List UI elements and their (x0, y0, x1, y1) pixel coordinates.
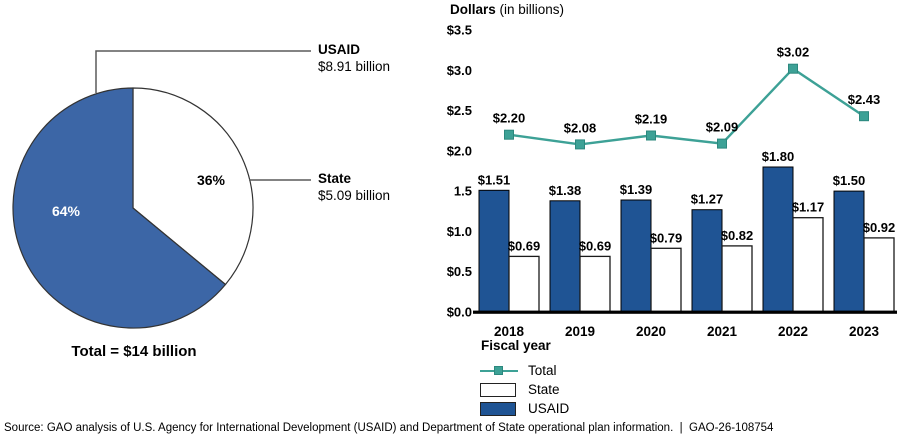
usaid-callout-value: $8.91 billion (318, 59, 391, 74)
total-label-2023: $2.43 (848, 92, 881, 107)
state-callout: State $5.09 billion (318, 171, 390, 203)
x-tick-2019: 2019 (565, 324, 595, 339)
usaid-box-sample (480, 401, 516, 416)
x-tick-2023: 2023 (849, 324, 880, 339)
bar-label-state-2019: $0.69 (579, 238, 612, 253)
bar-label-usaid-2020: $1.39 (620, 182, 653, 197)
pie-percent-state: 36% (196, 172, 226, 188)
total-label-2022: $3.02 (777, 45, 810, 60)
state-callout-value: $5.09 billion (318, 188, 391, 203)
bar-label-state-2018: $0.69 (508, 238, 541, 253)
chart-title-bold: Dollars (450, 2, 496, 17)
pie-percent-usaid: 64% (51, 203, 81, 219)
pie-total-label: Total = $14 billion (71, 343, 197, 360)
bar-label-state-2022: $1.17 (792, 200, 825, 215)
bar-usaid-2023 (833, 190, 865, 313)
y-tick-3.5: $3.5 (447, 23, 472, 38)
legend-label-state: State (528, 382, 560, 397)
pie-slice-state (132, 87, 254, 286)
chart-title-units: (in billions) (495, 2, 565, 17)
bar-usaid-2020 (620, 199, 652, 313)
y-tick-3.0: $3.0 (447, 63, 472, 78)
total-label-2018: $2.20 (493, 111, 526, 126)
legend-label-usaid: USAID (528, 401, 570, 416)
bar-usaid-2022 (762, 166, 794, 313)
legend-row-state: State (480, 380, 569, 399)
x-axis-line (473, 310, 897, 314)
legend-label-total: Total (528, 363, 557, 378)
total-marker-2019 (575, 139, 585, 150)
total-label-2020: $2.19 (635, 112, 668, 127)
state-callout-title: State (318, 171, 352, 186)
usaid-callout-line (95, 50, 311, 93)
x-tick-2022: 2022 (778, 324, 808, 339)
y-tick-0.0: $0.0 (447, 305, 472, 320)
bar-line-chart: $0.0 $0.5 $1.0 1.5 $2.0 $2.5 $3.0 $3.5 $1.51 $0.6… (447, 23, 897, 339)
y-tick-1.0: $1.0 (447, 224, 472, 239)
total-marker-2020 (646, 130, 656, 141)
pie-chart (12, 50, 311, 329)
bar-state-2023 (863, 237, 895, 313)
legend-row-usaid: USAID (480, 399, 569, 418)
bar-label-state-2020: $0.79 (650, 230, 683, 245)
total-marker-2021 (717, 138, 727, 149)
x-axis-title: Fiscal year (481, 338, 551, 353)
total-line-swatch (480, 363, 518, 379)
bar-state-2022 (792, 217, 824, 313)
bar-usaid-2018 (478, 189, 510, 313)
bar-label-usaid-2023: $1.50 (833, 173, 866, 188)
bar-state-2021 (721, 245, 753, 313)
bar-label-state-2021: $0.82 (721, 228, 754, 243)
x-tick-2021: 2021 (707, 324, 738, 339)
y-tick-1.5: 1.5 (454, 184, 472, 199)
x-tick-2018: 2018 (494, 324, 525, 339)
bar-label-usaid-2019: $1.38 (549, 183, 582, 198)
pie-slice-usaid (12, 87, 227, 329)
usaid-callout-title: USAID (318, 42, 361, 57)
total-label-2019: $2.08 (564, 120, 597, 135)
total-label-2021: $2.09 (706, 120, 739, 135)
bar-label-usaid-2022: $1.80 (762, 149, 795, 164)
bar-label-usaid-2021: $1.27 (691, 192, 724, 207)
bar-usaid-2021 (691, 209, 723, 313)
total-marker-2018 (504, 129, 514, 140)
bar-state-2020 (650, 247, 682, 313)
usaid-box-swatch (480, 401, 518, 417)
y-tick-0.5: $0.5 (447, 264, 472, 279)
bar-state-2019 (579, 255, 611, 313)
pie-slices (12, 87, 254, 329)
state-box-sample (480, 382, 516, 397)
usaid-callout: USAID $8.91 billion (318, 42, 390, 74)
x-tick-2020: 2020 (636, 324, 666, 339)
total-marker-2022 (788, 63, 798, 74)
chart-legend: Total State USAID (480, 361, 569, 418)
state-box-swatch (480, 382, 518, 398)
total-marker-sample (494, 365, 503, 375)
source-line: Source: GAO analysis of U.S. Agency for … (4, 422, 774, 434)
total-marker-2023 (859, 111, 869, 122)
bar-label-state-2023: $0.92 (863, 220, 896, 235)
legend-row-total: Total (480, 361, 569, 380)
bar-label-usaid-2018: $1.51 (478, 172, 511, 187)
total-line (508, 67, 865, 146)
y-tick-2.0: $2.0 (447, 143, 472, 158)
y-tick-2.5: $2.5 (447, 103, 472, 118)
bar-state-2018 (508, 255, 540, 313)
bar-usaid-2019 (549, 200, 581, 313)
chart-title: Dollars (in billions) (450, 2, 564, 17)
